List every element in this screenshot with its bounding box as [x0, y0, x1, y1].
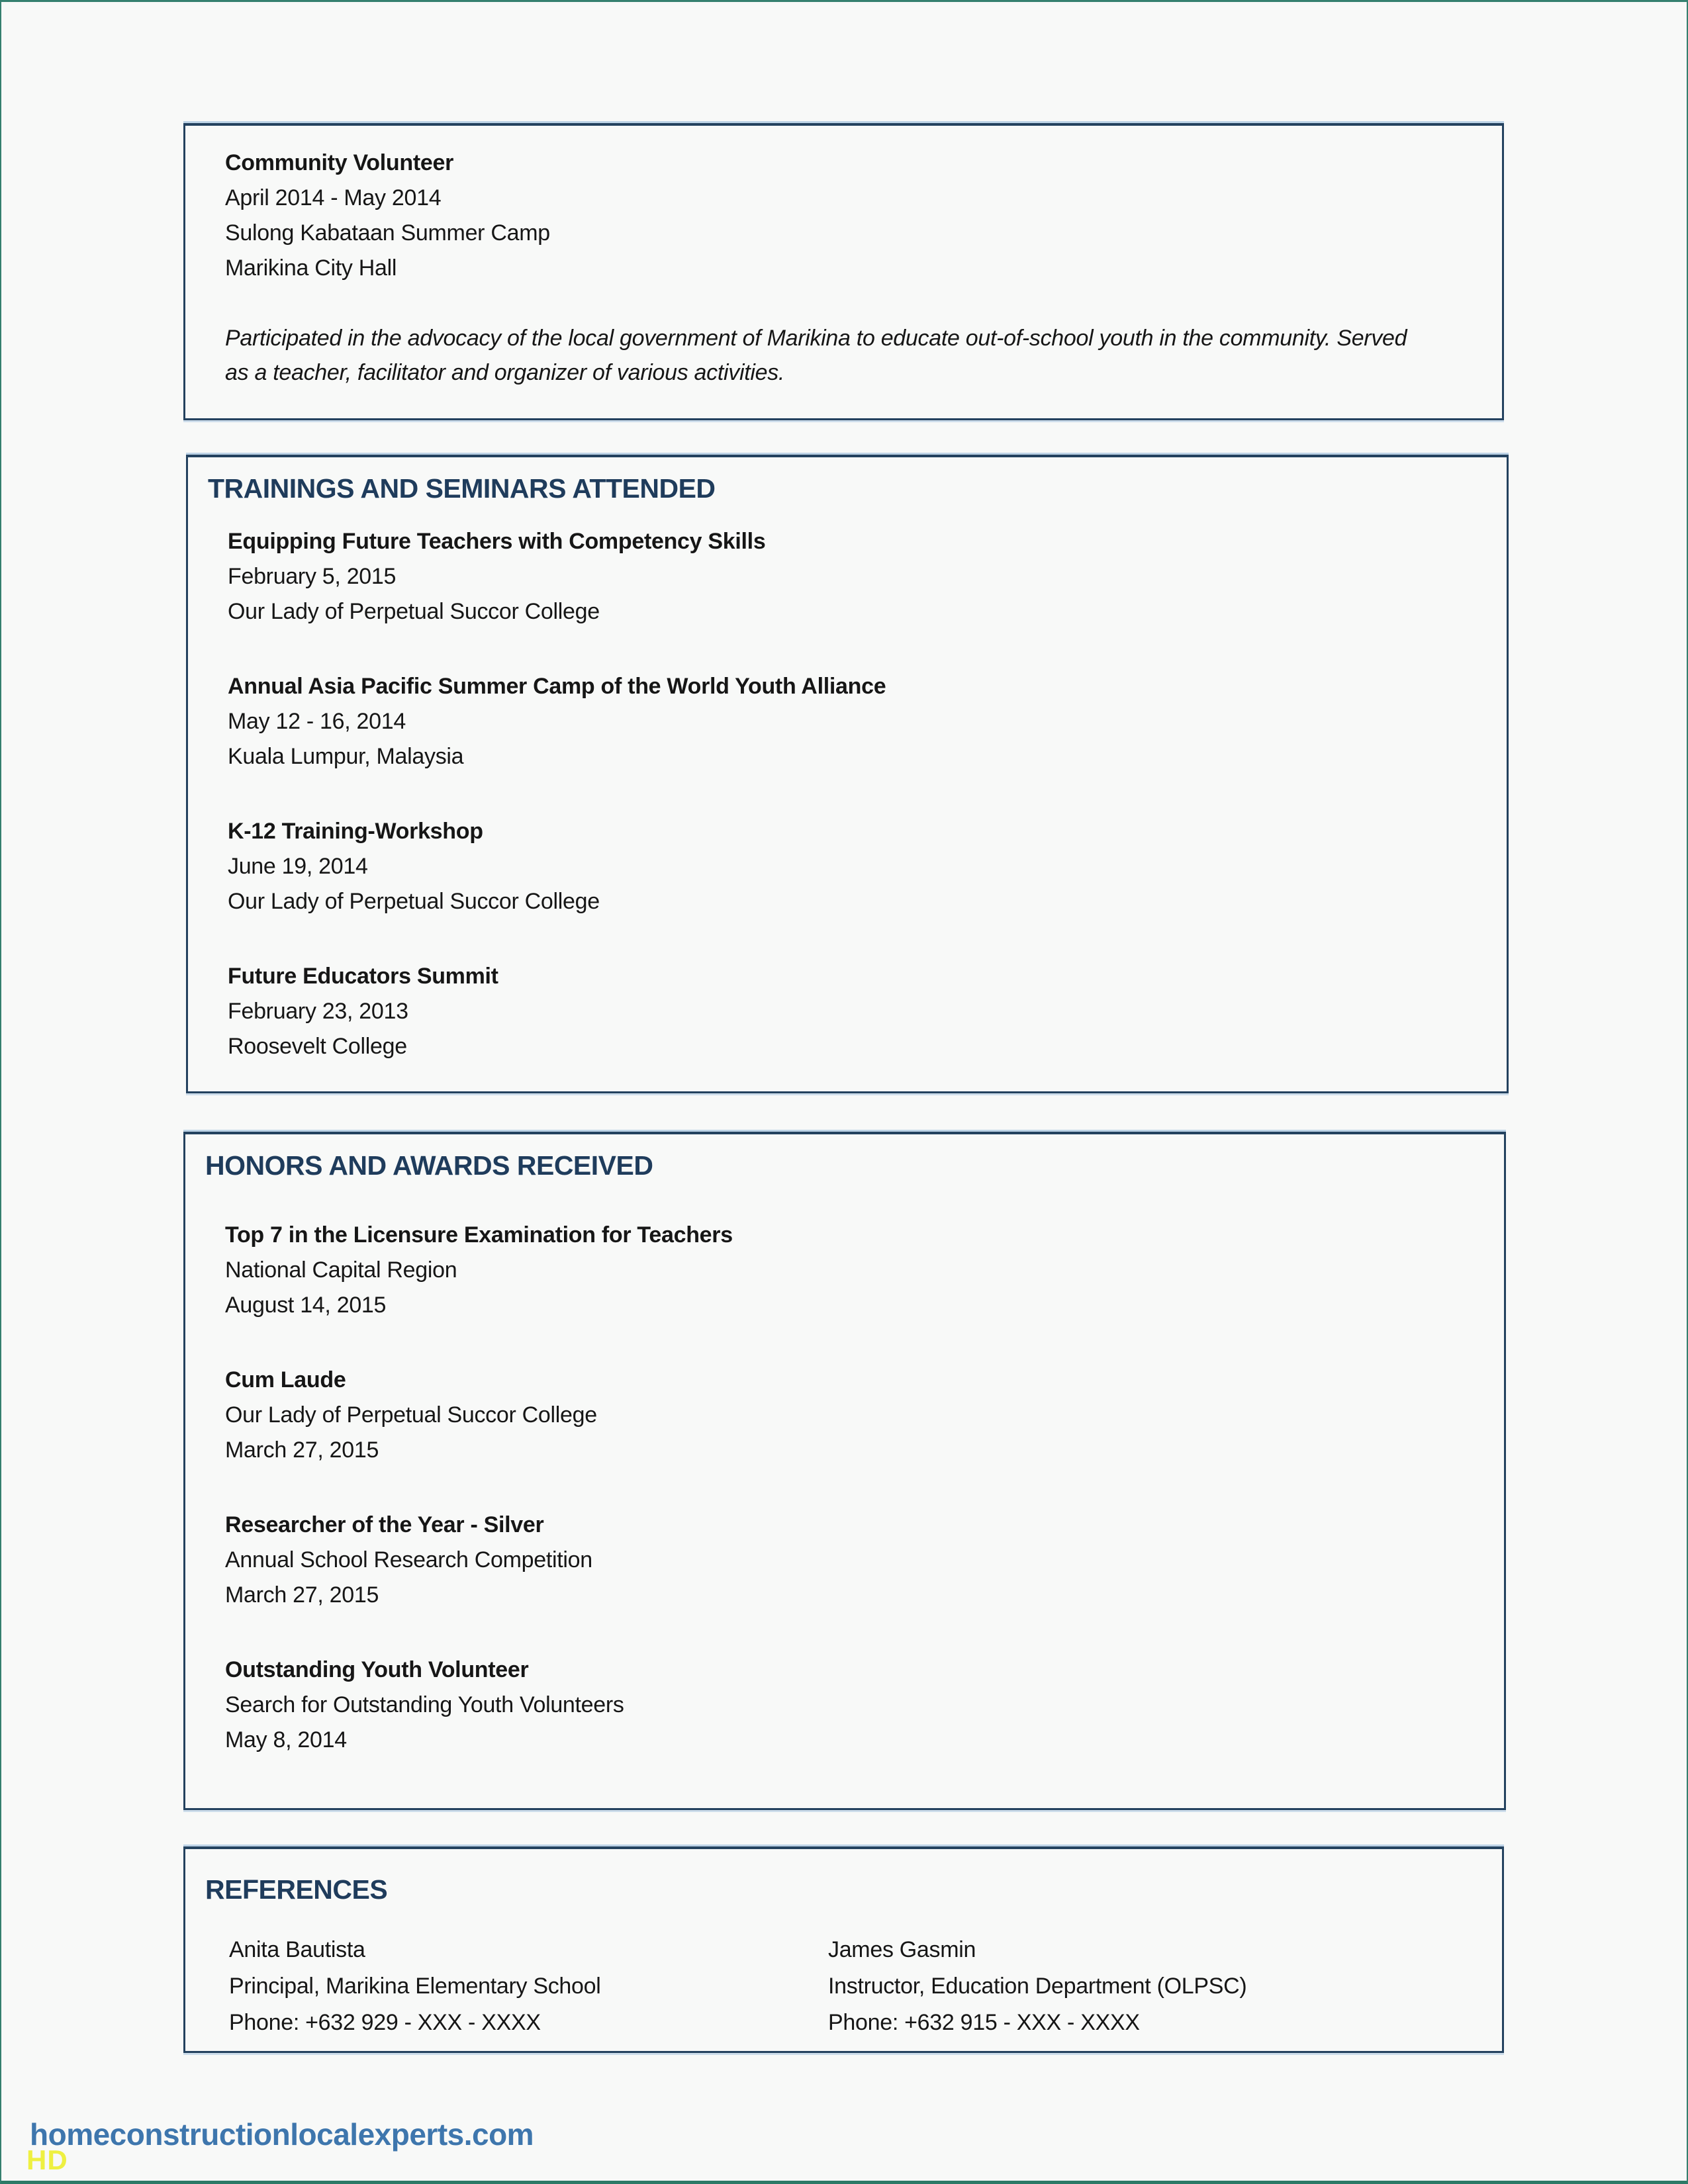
reference-phone: Phone: +632 929 - XXX - XXXX	[229, 2010, 541, 2035]
honor-detail: National Capital Region	[225, 1257, 457, 1283]
training-date: February 5, 2015	[228, 564, 397, 589]
honor-detail: Search for Outstanding Youth Volunteers	[225, 1692, 624, 1717]
honor-date: August 14, 2015	[225, 1293, 387, 1318]
honor-date: May 8, 2014	[225, 1727, 347, 1752]
training-entry: Equipping Future Teachers with Competenc…	[208, 524, 1468, 629]
honor-date: March 27, 2015	[225, 1437, 379, 1463]
training-venue: Our Lady of Perpetual Succor College	[228, 599, 600, 624]
honor-detail: Our Lady of Perpetual Succor College	[225, 1402, 597, 1428]
honors-section-box: HONORS AND AWARDS RECEIVED Top 7 in the …	[183, 1132, 1506, 1810]
training-title: Annual Asia Pacific Summer Camp of the W…	[228, 674, 886, 699]
reference-person: Anita Bautista Principal, Marikina Eleme…	[229, 1932, 828, 2041]
watermark-hd-badge: HD	[26, 2144, 68, 2175]
training-title: Equipping Future Teachers with Competenc…	[228, 529, 766, 554]
experience-description: Participated in the advocacy of the loca…	[225, 326, 1407, 385]
honor-date: March 27, 2015	[225, 1582, 379, 1608]
honor-entry: Outstanding Youth Volunteer Search for O…	[205, 1653, 1466, 1758]
experience-entry: Community Volunteer April 2014 - May 201…	[205, 146, 1464, 390]
watermark-url-text: homeconstructionlocalexperts.com	[30, 2117, 534, 2152]
training-date: February 23, 2013	[228, 999, 408, 1024]
training-venue: Our Lady of Perpetual Succor College	[228, 889, 600, 914]
reference-title: Principal, Marikina Elementary School	[229, 1974, 601, 1999]
experience-title: Community Volunteer	[225, 150, 454, 175]
experience-continuation-box: Community Volunteer April 2014 - May 201…	[183, 123, 1504, 420]
training-date: June 19, 2014	[228, 854, 368, 879]
reference-name: Anita Bautista	[229, 1937, 365, 1962]
honor-title: Outstanding Youth Volunteer	[225, 1657, 529, 1682]
reference-person: James Gasmin Instructor, Education Depar…	[828, 1932, 1427, 2041]
training-venue: Roosevelt College	[228, 1034, 407, 1059]
experience-organization: Sulong Kabataan Summer Camp	[225, 220, 550, 246]
honors-section-header: HONORS AND AWARDS RECEIVED	[205, 1150, 653, 1181]
training-entry: Annual Asia Pacific Summer Camp of the W…	[208, 669, 1468, 774]
trainings-section-box: TRAININGS AND SEMINARS ATTENDED Equippin…	[186, 455, 1509, 1093]
reference-title: Instructor, Education Department (OLPSC)	[828, 1974, 1247, 1999]
experience-dates: April 2014 - May 2014	[225, 185, 442, 210]
honor-entry: Top 7 in the Licensure Examination for T…	[205, 1218, 1466, 1323]
honor-title: Top 7 in the Licensure Examination for T…	[225, 1222, 733, 1248]
honor-entry: Cum Laude Our Lady of Perpetual Succor C…	[205, 1363, 1466, 1468]
honor-title: Cum Laude	[225, 1367, 346, 1392]
training-title: K-12 Training-Workshop	[228, 819, 483, 844]
reference-name: James Gasmin	[828, 1937, 976, 1962]
references-section-header: REFERENCES	[205, 1874, 388, 1905]
training-entry: K-12 Training-Workshop June 19, 2014 Our…	[208, 814, 1468, 919]
references-section-box: REFERENCES Anita Bautista Principal, Mar…	[183, 1846, 1504, 2053]
references-row: Anita Bautista Principal, Marikina Eleme…	[205, 1932, 1464, 2041]
trainings-section-header: TRAININGS AND SEMINARS ATTENDED	[208, 473, 716, 504]
training-title: Future Educators Summit	[228, 964, 498, 989]
honor-detail: Annual School Research Competition	[225, 1547, 592, 1572]
honor-title: Researcher of the Year - Silver	[225, 1512, 544, 1537]
reference-phone: Phone: +632 915 - XXX - XXXX	[828, 2010, 1140, 2035]
training-entry: Future Educators Summit February 23, 201…	[208, 959, 1468, 1064]
honor-entry: Researcher of the Year - Silver Annual S…	[205, 1508, 1466, 1613]
training-date: May 12 - 16, 2014	[228, 709, 406, 734]
training-venue: Kuala Lumpur, Malaysia	[228, 744, 464, 769]
experience-location: Marikina City Hall	[225, 255, 397, 281]
watermark: HD homeconstructionlocalexperts.com	[26, 2116, 534, 2176]
